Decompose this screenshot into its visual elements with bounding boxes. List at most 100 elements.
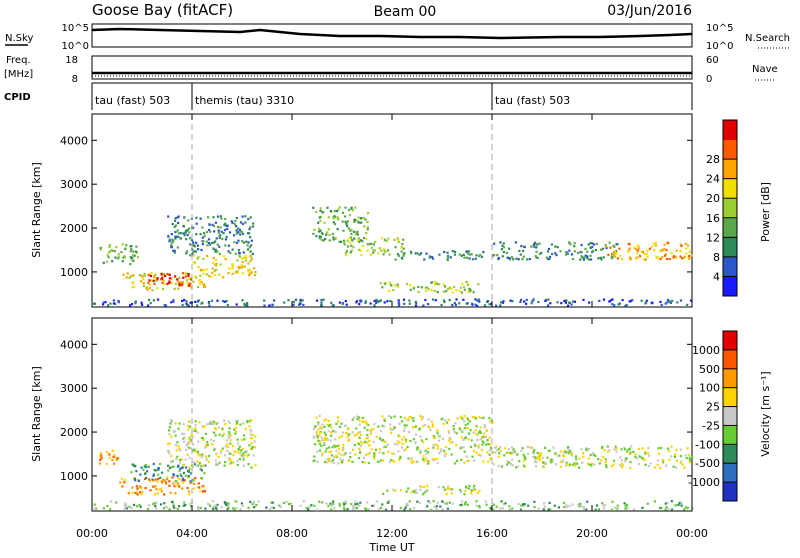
- data-cell: [621, 299, 624, 302]
- data-cell: [376, 300, 380, 303]
- data-cell: [473, 459, 476, 462]
- data-cell: [372, 504, 376, 507]
- data-cell: [436, 444, 440, 447]
- data-cell: [566, 252, 569, 255]
- data-cell: [184, 275, 188, 278]
- data-cell: [618, 247, 621, 250]
- data-cell: [432, 459, 435, 462]
- data-cell: [427, 451, 430, 454]
- data-cell: [382, 459, 385, 462]
- data-cell: [244, 259, 248, 262]
- data-cell: [532, 455, 535, 459]
- data-cell: [237, 265, 240, 269]
- data-cell: [302, 500, 305, 503]
- data-cell: [224, 238, 227, 241]
- data-cell: [154, 478, 157, 481]
- data-cell: [344, 424, 347, 427]
- data-cell: [488, 449, 491, 452]
- data-cell: [465, 486, 468, 489]
- data-cell: [326, 437, 329, 440]
- data-cell: [144, 472, 147, 475]
- data-cell: [206, 254, 209, 258]
- data-cell: [317, 421, 320, 424]
- data-cell: [632, 450, 635, 453]
- data-cell: [236, 271, 239, 274]
- data-cell: [609, 299, 612, 303]
- data-cell: [148, 287, 151, 290]
- data-cell: [412, 287, 415, 290]
- data-cell: [238, 267, 241, 270]
- data-cell: [111, 449, 114, 453]
- data-cell: [574, 455, 577, 458]
- colorbar-swatch: [723, 349, 737, 370]
- data-cell: [344, 452, 347, 455]
- freq-unit: [MHz]: [4, 69, 33, 80]
- data-cell: [359, 450, 362, 453]
- data-cell: [177, 427, 180, 430]
- data-cell: [530, 446, 533, 449]
- data-cell: [205, 443, 208, 446]
- data-cell: [644, 450, 647, 453]
- data-cell: [128, 276, 131, 279]
- data-cell: [178, 469, 181, 472]
- data-cell: [215, 250, 218, 253]
- data-cell: [228, 427, 231, 430]
- data-cell: [341, 302, 344, 305]
- data-cell: [485, 503, 488, 506]
- data-cell: [130, 303, 134, 306]
- data-cell: [501, 255, 504, 258]
- data-cell: [520, 245, 523, 248]
- data-cell: [197, 256, 200, 259]
- data-cell: [485, 429, 488, 432]
- data-cell: [229, 462, 232, 465]
- data-cell: [210, 299, 214, 302]
- data-cell: [443, 301, 446, 304]
- data-cell: [138, 504, 141, 507]
- data-cell: [249, 419, 253, 422]
- data-cell: [340, 460, 344, 463]
- data-cell: [228, 422, 231, 425]
- data-cell: [320, 436, 323, 439]
- data-cell: [198, 279, 201, 282]
- data-cell: [606, 445, 609, 448]
- data-cell: [189, 243, 192, 246]
- data-cell: [328, 239, 331, 242]
- data-cell: [149, 489, 152, 492]
- data-cell: [337, 444, 340, 447]
- data-cell: [214, 504, 217, 507]
- data-cell: [676, 301, 679, 304]
- data-cell: [248, 268, 251, 272]
- data-cell: [555, 254, 558, 257]
- data-cell: [170, 277, 173, 280]
- data-cell: [453, 462, 457, 465]
- data-cell: [436, 291, 439, 294]
- data-cell: [123, 507, 126, 510]
- data-cell: [343, 453, 346, 456]
- data-cell: [350, 207, 353, 210]
- data-cell: [198, 462, 201, 465]
- data-cell: [373, 299, 376, 303]
- data-cell: [206, 244, 209, 247]
- data-cell: [426, 505, 429, 508]
- data-cell: [624, 507, 627, 510]
- data-cell: [156, 492, 159, 495]
- data-cell: [626, 250, 630, 253]
- data-cell: [432, 436, 435, 440]
- data-cell: [582, 258, 585, 261]
- data-cell: [129, 263, 132, 266]
- data-cell: [348, 433, 351, 436]
- data-cell: [317, 428, 320, 431]
- nave-tick-top: 60: [706, 55, 719, 66]
- data-cell: [505, 251, 508, 254]
- data-cell: [670, 455, 673, 458]
- data-cell: [333, 223, 337, 226]
- data-cell: [459, 489, 462, 492]
- data-cell: [538, 452, 541, 455]
- data-cell: [246, 304, 249, 307]
- data-cell: [602, 256, 605, 259]
- data-cell: [665, 505, 668, 509]
- data-cell: [329, 209, 332, 213]
- data-cell: [626, 503, 629, 506]
- data-cell: [343, 503, 346, 506]
